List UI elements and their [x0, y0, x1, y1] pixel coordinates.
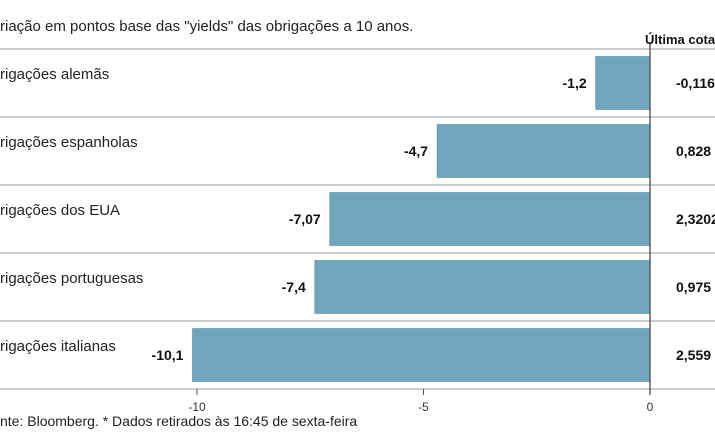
bar: [314, 260, 651, 314]
last-quote-value: 2,559: [676, 347, 711, 363]
value-label: -4,7: [404, 143, 428, 159]
bar: [329, 192, 651, 246]
x-axis: -10 -5 0: [188, 44, 654, 414]
x-tick-label: -5: [418, 400, 429, 414]
category-label: rigações portuguesas: [0, 270, 143, 287]
last-quote-value: 2,3202: [676, 211, 715, 227]
bar: [595, 56, 651, 110]
last-quote-value: 0,975: [676, 279, 711, 295]
x-tick-label: 0: [647, 400, 654, 414]
bars-group: [192, 56, 651, 382]
category-label: rigações italianas: [0, 338, 116, 355]
bar: [192, 328, 651, 382]
x-tick-label: -10: [188, 400, 206, 414]
value-label: -10,1: [152, 347, 184, 363]
bar: [436, 124, 651, 178]
value-label: -7,4: [282, 279, 306, 295]
value-label: -7,07: [289, 211, 321, 227]
row-lines: [0, 48, 715, 390]
category-label: rigações dos EUA: [0, 202, 120, 219]
category-label: rigações alemãs: [0, 66, 109, 83]
chart-subtitle: riação em pontos base das "yields" das o…: [0, 18, 413, 35]
last-quote-value: -0,116: [676, 75, 715, 91]
last-quote-value: 0,828: [676, 143, 711, 159]
category-label: rigações espanholas: [0, 134, 138, 151]
labels-group: rigações alemãs -1,2 -0,116 rigações espanh…: [0, 66, 715, 363]
value-label: -1,2: [563, 75, 587, 91]
last-quote-header: Última cotaç: [645, 32, 715, 47]
source-note: nte: Bloomberg. * Dados retirados às 16:…: [0, 413, 357, 429]
